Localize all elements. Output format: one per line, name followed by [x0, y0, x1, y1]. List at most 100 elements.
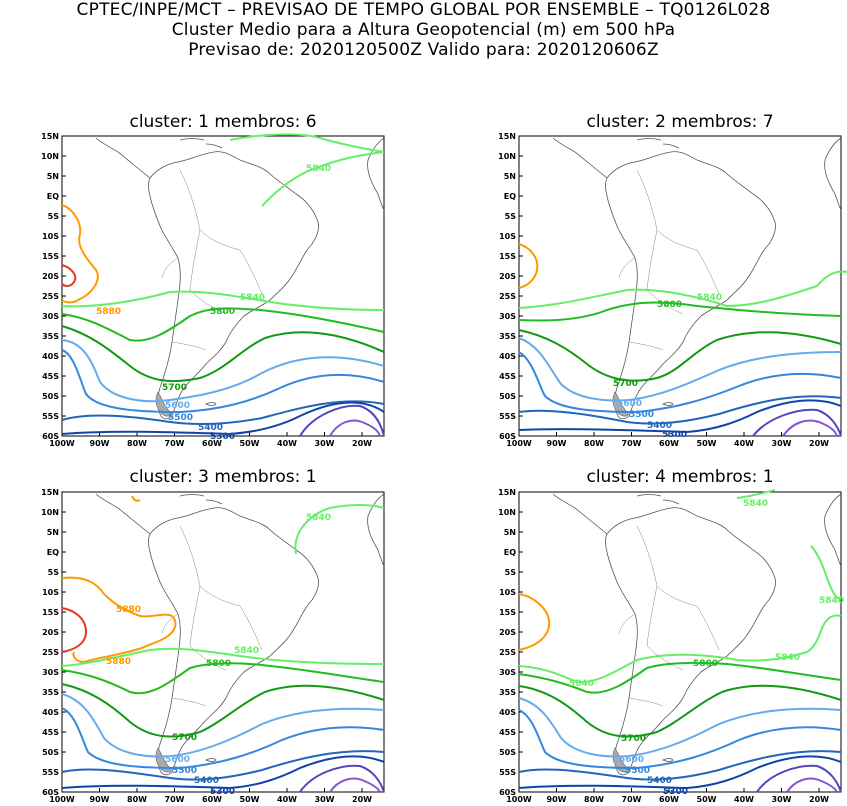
panel-4-labels: 5840 5840 5840 5840 5800 5700 5600 5500 …: [569, 499, 844, 797]
contour-5500: [61, 349, 385, 414]
lat-tick-label: 30S: [499, 668, 516, 677]
lat-tick-label: 25S: [499, 648, 516, 657]
contour-label: 5500: [625, 766, 650, 776]
contour-label: 5700: [162, 383, 187, 393]
lon-tick-label: 80W: [584, 439, 604, 448]
panel-1-land: [95, 137, 385, 420]
lon-tick-label: 80W: [127, 795, 147, 804]
subtitle-field: Cluster Medio para a Altura Geopotencial…: [171, 20, 676, 40]
lat-tick-label: 25S: [42, 292, 59, 301]
lat-tick-label: 5N: [504, 172, 516, 181]
contour-5300: [518, 755, 842, 790]
lat-tick-label: 20S: [499, 272, 516, 281]
panel-1-map: 15N 10N 5N EQ 5S 10S 15S 20S 25S 30S 35S 40S 45S 50S 5…: [41, 132, 385, 448]
contour-5700: [61, 683, 385, 738]
contour-5880: [61, 576, 177, 664]
contour-label: 5400: [194, 776, 219, 786]
contour-5500: [518, 709, 842, 770]
contour-5800: [61, 307, 385, 342]
lat-tick-label: 40S: [42, 352, 59, 361]
lat-tick-label: 15N: [41, 488, 59, 497]
contour-5840: [518, 270, 847, 309]
lon-tick-label: 50W: [697, 795, 717, 804]
contour-label: 5600: [165, 755, 190, 765]
contour-label: 5700: [621, 734, 646, 744]
lon-tick-label: 100W: [506, 795, 532, 804]
lat-tick-label: 55S: [499, 768, 516, 777]
lat-tick-label: 60S: [499, 788, 516, 797]
lon-tick-label: 60W: [659, 795, 679, 804]
contour-label: 5840: [743, 499, 768, 509]
panel-3-contours: [61, 495, 385, 793]
main-title: CPTEC/INPE/MCT – PREVISAO DE TEMPO GLOBA…: [76, 0, 771, 20]
panel-1-contours: [61, 133, 385, 437]
lat-tick-label: 35S: [42, 688, 59, 697]
lat-tick-label: 45S: [499, 372, 516, 381]
lon-tick-label: 60W: [659, 439, 679, 448]
contour-label: 5800: [693, 659, 718, 669]
contour-label: 5500: [168, 413, 193, 423]
lat-tick-label: 50S: [499, 392, 516, 401]
lon-tick-label: 50W: [697, 439, 717, 448]
lat-tick-label: 10N: [41, 508, 59, 517]
lat-tick-label: 15S: [42, 608, 59, 617]
lat-tick-label: 10S: [499, 588, 516, 597]
lat-tick-label: 25S: [499, 292, 516, 301]
contour-label: 5800: [210, 307, 235, 317]
lat-tick-label: 45S: [42, 728, 59, 737]
contour-label: 5880: [116, 605, 141, 615]
contour-label: 5500: [172, 766, 197, 776]
contour-label: 5800: [206, 659, 231, 669]
contour-5200: [752, 408, 842, 437]
panel-1-axes: 15N 10N 5N EQ 5S 10S 15S 20S 25S 30S 35S 40S 45S 50S 5…: [41, 132, 385, 448]
panel-3-land: [95, 493, 385, 776]
lat-tick-label: 40S: [499, 352, 516, 361]
panel-4-land: [552, 493, 842, 776]
panel-2-labels: 5840 5800 5700 5600 5500 5400 5300: [613, 293, 722, 440]
lon-tick-label: 40W: [277, 795, 297, 804]
contour-label: 5700: [172, 733, 197, 743]
lat-tick-label: 5N: [47, 528, 59, 537]
panel-2-map: 15N 10N 5N EQ 5S 10S 15S 20S 25S 30S 35S 40S 45S 50S 5…: [498, 132, 847, 448]
contour-5700: [61, 325, 385, 383]
lat-tick-label: 15N: [498, 488, 516, 497]
lon-tick-label: 80W: [127, 439, 147, 448]
lat-tick-label: 15S: [42, 252, 59, 261]
panel-1-labels: 5840 5880 5840 5800 5700 5600 5500 5400 …: [96, 164, 331, 442]
contour-label: 5880: [96, 307, 121, 317]
contour-label: 5400: [198, 423, 223, 433]
contour-label: 5400: [647, 421, 672, 431]
lon-tick-label: 60W: [202, 795, 222, 804]
contour-5100: [329, 419, 381, 437]
lat-tick-label: 50S: [42, 392, 59, 401]
panel-3-title: cluster: 3 membros: 1: [129, 467, 317, 487]
lat-tick-label: 35S: [42, 332, 59, 341]
lat-tick-label: 15N: [498, 132, 516, 141]
lat-tick-label: 60S: [42, 788, 59, 797]
contour-5800: [518, 301, 842, 322]
lon-tick-label: 50W: [240, 439, 260, 448]
contour-5300: [518, 399, 842, 434]
lat-tick-label: 50S: [499, 748, 516, 757]
lat-tick-label: 10S: [499, 232, 516, 241]
panel-4-map: 15N 10N 5N EQ 5S 10S 15S 20S 25S 30S 35S 40S 45S 50S 5…: [498, 488, 844, 804]
panel-1-title: cluster: 1 membros: 6: [129, 112, 317, 132]
lon-tick-label: 50W: [240, 795, 260, 804]
contour-5500: [61, 707, 385, 770]
lat-tick-label: EQ: [47, 192, 59, 201]
contour-5840: [518, 614, 842, 684]
lon-tick-label: 20W: [809, 795, 829, 804]
panel-2-contours: [518, 243, 847, 437]
contour-label: 5840: [819, 596, 844, 606]
lat-tick-label: 55S: [42, 768, 59, 777]
lon-tick-label: 70W: [622, 439, 642, 448]
contour-5880: [518, 243, 539, 289]
contour-label: 5400: [647, 776, 672, 786]
lat-tick-label: 20S: [42, 628, 59, 637]
panel-4-contours: [518, 489, 842, 793]
lat-tick-label: 10N: [41, 152, 59, 161]
lat-tick-label: 20S: [499, 628, 516, 637]
contour-5100: [786, 777, 838, 793]
lat-tick-label: 30S: [499, 312, 516, 321]
lat-tick-label: 35S: [499, 688, 516, 697]
